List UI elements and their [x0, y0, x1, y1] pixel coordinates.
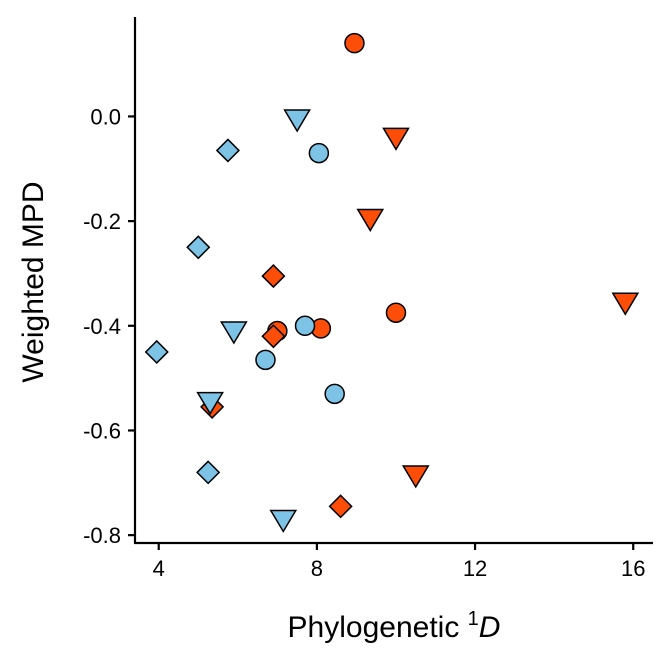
orange-triangle-down-point [356, 208, 385, 232]
x-axis-title-italic: D [479, 611, 501, 644]
orange-circle-point [385, 302, 407, 323]
y-tick-label: -0.8 [83, 523, 121, 548]
orange-diamond-point [328, 494, 353, 519]
blue-triangle-down-point [283, 109, 311, 133]
y-axis-title: Weighted MPD [17, 181, 50, 382]
x-axis-title: Phylogenetic 1D [288, 608, 501, 644]
y-tick-label: -0.4 [83, 314, 121, 339]
blue-diamond-point [144, 339, 169, 365]
orange-diamond-point [261, 324, 286, 349]
x-tick-label: 4 [153, 556, 165, 581]
x-tick-label: 8 [311, 556, 323, 581]
data-points [144, 32, 640, 533]
blue-diamond-point [215, 138, 240, 163]
x-tick-label: 16 [621, 556, 645, 581]
blue-circle-point [308, 142, 330, 164]
orange-triangle-down-point [401, 465, 430, 489]
blue-diamond-point [186, 235, 211, 260]
blue-circle-point [324, 383, 345, 405]
blue-triangle-down-point [269, 509, 298, 533]
x-tick-label: 12 [463, 556, 487, 581]
blue-diamond-point [196, 460, 221, 485]
y-tick-label: -0.2 [83, 209, 121, 234]
blue-triangle-down-point [196, 391, 224, 416]
blue-triangle-down-point [220, 321, 248, 345]
orange-diamond-point [261, 264, 286, 289]
x-axis-title-superscript: 1 [468, 608, 479, 630]
x-axis-ticks: 4 8 12 16 [153, 543, 645, 581]
x-axis-title-prefix: Phylogenetic [288, 611, 468, 644]
y-tick-label: 0.0 [90, 104, 121, 129]
blue-circle-point [255, 349, 276, 371]
y-axis-ticks: 0.0 -0.2 -0.4 -0.6 -0.8 [83, 104, 135, 548]
orange-triangle-down-point [382, 127, 410, 151]
blue-circle-point [294, 315, 316, 337]
orange-triangle-down-point [611, 292, 640, 316]
y-tick-label: -0.6 [83, 418, 121, 443]
orange-circle-point [344, 32, 365, 54]
